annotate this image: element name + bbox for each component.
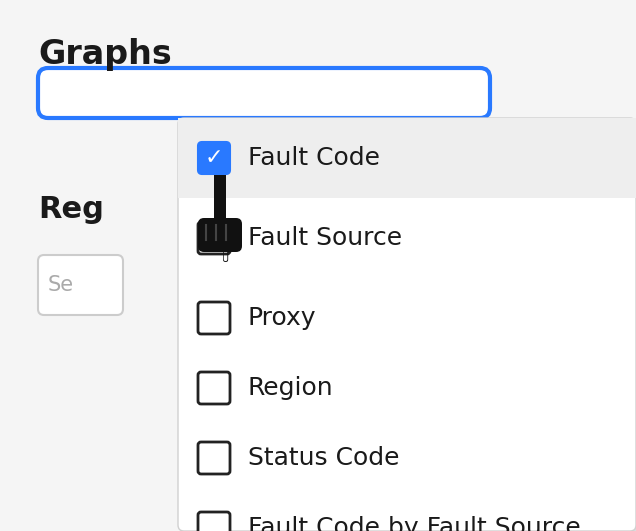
- FancyBboxPatch shape: [38, 255, 123, 315]
- Text: Region: Region: [248, 376, 334, 400]
- FancyBboxPatch shape: [181, 121, 636, 531]
- FancyBboxPatch shape: [198, 512, 230, 531]
- Text: Se: Se: [48, 275, 74, 295]
- Text: ☟: ☟: [203, 224, 233, 272]
- Text: Fault Code: Fault Code: [248, 146, 380, 170]
- FancyBboxPatch shape: [198, 222, 230, 254]
- Text: Proxy: Proxy: [248, 306, 317, 330]
- FancyBboxPatch shape: [198, 218, 242, 252]
- Bar: [214, 175, 226, 220]
- Text: Fault Code by Fault Source: Fault Code by Fault Source: [248, 516, 581, 531]
- Text: Graphs: Graphs: [38, 38, 172, 71]
- Text: Fault Source: Fault Source: [248, 226, 402, 250]
- Text: Reg: Reg: [38, 195, 104, 225]
- FancyBboxPatch shape: [198, 142, 230, 174]
- FancyBboxPatch shape: [198, 302, 230, 334]
- Text: ✓: ✓: [205, 148, 223, 168]
- FancyBboxPatch shape: [198, 442, 230, 474]
- FancyBboxPatch shape: [178, 118, 636, 531]
- FancyBboxPatch shape: [198, 372, 230, 404]
- FancyBboxPatch shape: [38, 68, 490, 118]
- Bar: [178, 118, 636, 198]
- Text: Status Code: Status Code: [248, 446, 399, 470]
